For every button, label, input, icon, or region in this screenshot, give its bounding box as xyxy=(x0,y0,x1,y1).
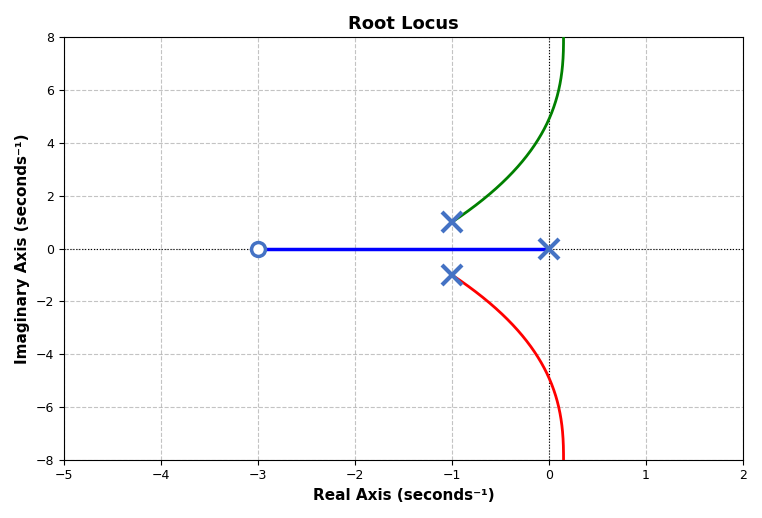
X-axis label: Real Axis (seconds⁻¹): Real Axis (seconds⁻¹) xyxy=(312,488,495,503)
Y-axis label: Imaginary Axis (seconds⁻¹): Imaginary Axis (seconds⁻¹) xyxy=(15,133,30,364)
Title: Root Locus: Root Locus xyxy=(348,15,459,33)
